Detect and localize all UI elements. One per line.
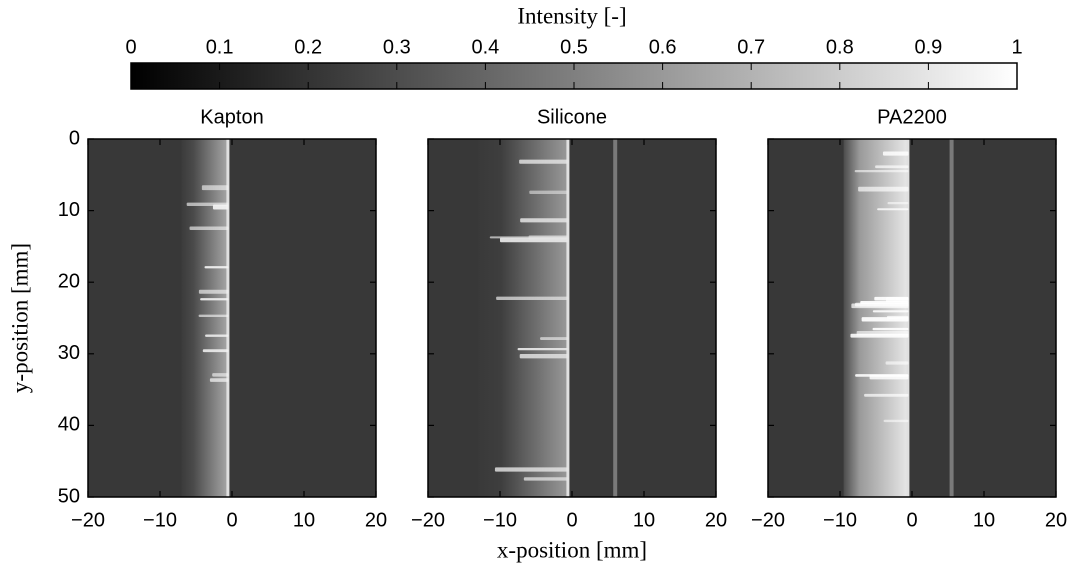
image-streak	[883, 419, 909, 423]
image-line	[613, 139, 618, 497]
x-tick-label: −10	[143, 509, 177, 531]
y-tick-label: 50	[58, 485, 80, 507]
image-edge	[566, 139, 570, 497]
x-axis-label: x-position [mm]	[497, 537, 647, 562]
image-background	[88, 139, 376, 497]
x-tick-label: 0	[566, 509, 577, 531]
image-streak	[854, 170, 909, 173]
image-streak	[212, 373, 229, 377]
colorbar-tick-label: 0.8	[826, 36, 854, 58]
panel-title: Silicone	[537, 106, 607, 128]
image-streak	[519, 354, 569, 359]
image-streak	[189, 226, 229, 230]
image-streak	[864, 393, 909, 397]
image-streak	[489, 236, 569, 239]
y-tick-label: 40	[58, 414, 80, 436]
image-streak	[520, 218, 569, 223]
colorbar-tick-label: 0.1	[206, 36, 234, 58]
image-line	[949, 139, 954, 497]
colorbar-tick-label: 0.3	[383, 36, 411, 58]
image-streak	[872, 327, 909, 331]
colorbar-tick-label: 0.4	[471, 36, 499, 58]
x-tick-label: 20	[1045, 509, 1067, 531]
image-background	[768, 139, 1056, 497]
x-tick-label: −20	[71, 509, 105, 531]
x-tick-label: 20	[705, 509, 727, 531]
y-tick-label: 0	[69, 127, 80, 149]
image-streak	[886, 297, 909, 303]
image-streak	[517, 348, 569, 351]
x-tick-label: −20	[751, 509, 785, 531]
panel-title: Kapton	[200, 106, 263, 128]
colorbar-tick-label: 0.5	[560, 36, 588, 58]
image-streak	[540, 337, 569, 341]
image-streak	[202, 349, 229, 353]
image-streak	[877, 208, 909, 211]
panel-title: PA2200	[877, 106, 947, 128]
image-streak	[201, 185, 229, 191]
colorbar-tick-label: 1	[1011, 36, 1022, 58]
image-streak	[875, 165, 909, 169]
image-streak	[205, 334, 229, 337]
colorbar-tick-label: 0.6	[649, 36, 677, 58]
colorbar-tick-label: 0	[125, 36, 136, 58]
x-tick-label: 0	[226, 509, 237, 531]
x-tick-label: 10	[973, 509, 995, 531]
image-streak	[186, 202, 229, 206]
image-streak	[885, 361, 909, 365]
image-streak	[850, 333, 909, 338]
image-streak	[869, 374, 909, 380]
x-tick-label: 10	[633, 509, 655, 531]
image-band	[478, 139, 569, 497]
image-streak	[861, 317, 909, 322]
image-streak	[500, 237, 569, 243]
image-streak	[494, 467, 569, 472]
image-streak	[872, 310, 909, 313]
y-tick-label: 20	[58, 270, 80, 292]
colorbar-tick-label: 0.9	[914, 36, 942, 58]
image-streak	[523, 477, 569, 481]
image-streak	[882, 151, 909, 156]
image-streak	[198, 289, 229, 294]
x-tick-label: −10	[823, 509, 857, 531]
x-tick-label: −10	[483, 509, 517, 531]
image-streak	[851, 303, 909, 309]
x-tick-label: −20	[411, 509, 445, 531]
image-edge	[226, 139, 230, 497]
image-streak	[209, 378, 229, 382]
y-axis-label: y-position [mm]	[7, 243, 32, 393]
colorbar-tick-label: 0.7	[737, 36, 765, 58]
image-band	[181, 139, 229, 497]
colorbar-label: Intensity [-]	[517, 3, 626, 28]
image-streak	[204, 266, 229, 269]
image-streak	[887, 202, 909, 205]
image-streak	[529, 190, 569, 194]
image-streak	[519, 159, 569, 164]
x-tick-label: 0	[906, 509, 917, 531]
x-tick-label: 20	[365, 509, 387, 531]
image-background	[428, 139, 716, 497]
image-streak	[198, 314, 229, 317]
y-tick-label: 10	[58, 199, 80, 221]
x-tick-label: 10	[293, 509, 315, 531]
image-streak	[858, 186, 909, 192]
image-streak	[200, 298, 229, 301]
image-streak	[496, 296, 569, 300]
y-tick-label: 30	[58, 342, 80, 364]
colorbar-tick-label: 0.2	[294, 36, 322, 58]
